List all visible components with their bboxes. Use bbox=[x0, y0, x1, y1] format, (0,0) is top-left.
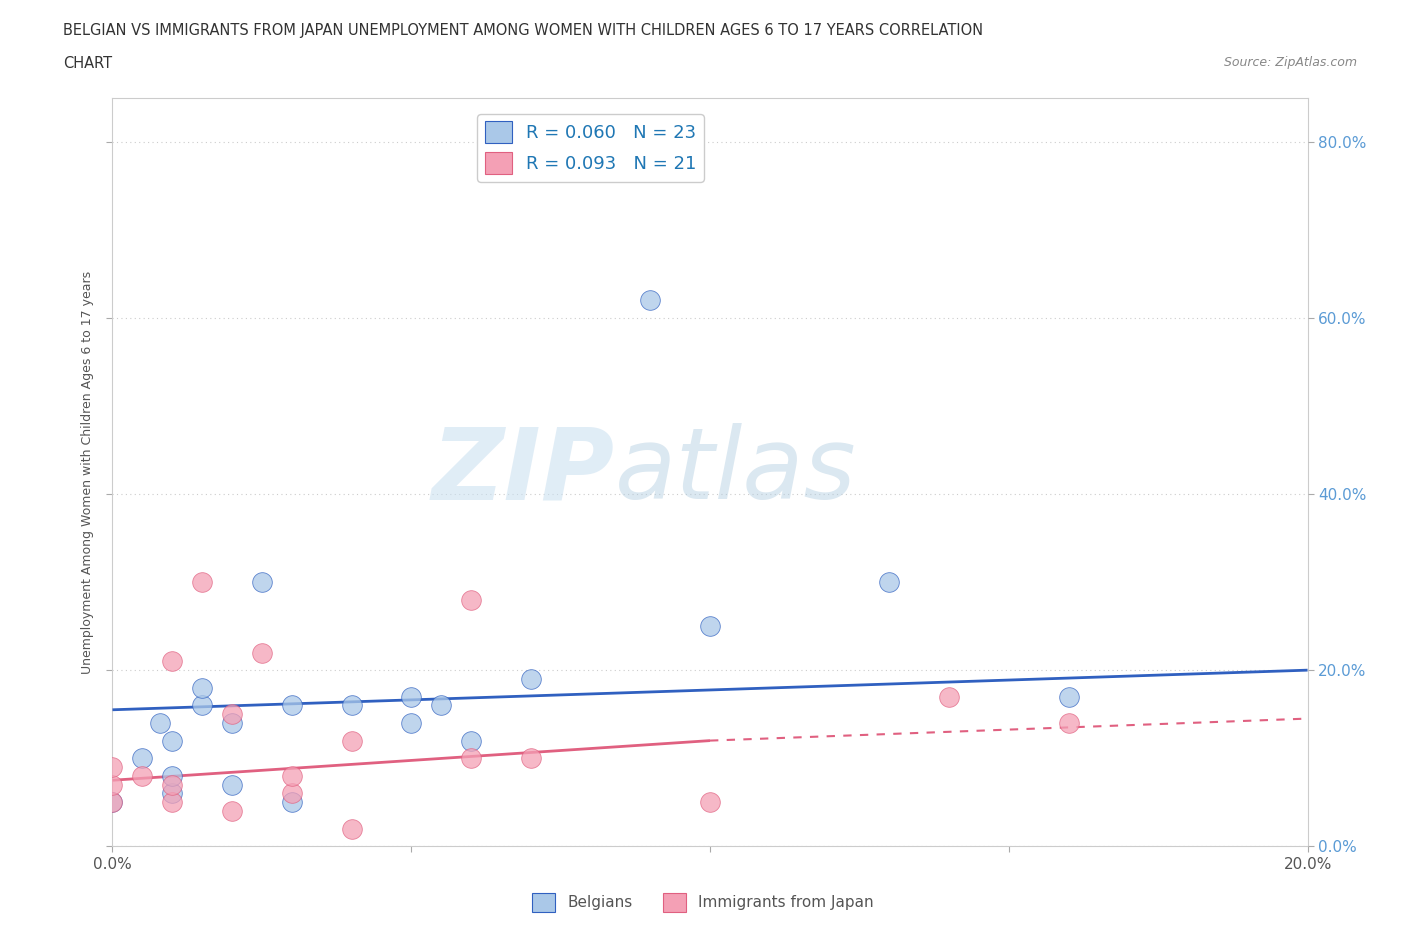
Point bbox=[281, 795, 304, 810]
Text: CHART: CHART bbox=[63, 56, 112, 71]
Point bbox=[460, 733, 482, 748]
Point bbox=[221, 707, 243, 722]
Point bbox=[162, 795, 183, 810]
Point bbox=[340, 733, 363, 748]
Point bbox=[221, 804, 243, 818]
Point bbox=[1057, 689, 1080, 704]
Point bbox=[162, 786, 183, 801]
Point bbox=[131, 751, 153, 765]
Legend: Belgians, Immigrants from Japan: Belgians, Immigrants from Japan bbox=[526, 887, 880, 918]
Point bbox=[520, 671, 543, 686]
Point bbox=[340, 698, 363, 712]
Point bbox=[101, 760, 124, 775]
Point bbox=[281, 786, 304, 801]
Point bbox=[191, 575, 214, 590]
Point bbox=[401, 689, 423, 704]
Point bbox=[879, 575, 901, 590]
Point bbox=[221, 777, 243, 792]
Point bbox=[460, 751, 482, 765]
Point bbox=[699, 618, 721, 633]
Text: BELGIAN VS IMMIGRANTS FROM JAPAN UNEMPLOYMENT AMONG WOMEN WITH CHILDREN AGES 6 T: BELGIAN VS IMMIGRANTS FROM JAPAN UNEMPLO… bbox=[63, 23, 983, 38]
Point bbox=[401, 715, 423, 730]
Point bbox=[281, 768, 304, 783]
Y-axis label: Unemployment Among Women with Children Ages 6 to 17 years: Unemployment Among Women with Children A… bbox=[80, 271, 94, 673]
Point bbox=[250, 645, 273, 660]
Text: Source: ZipAtlas.com: Source: ZipAtlas.com bbox=[1223, 56, 1357, 69]
Point bbox=[131, 768, 153, 783]
Point bbox=[640, 293, 662, 308]
Point bbox=[101, 795, 124, 810]
Point bbox=[699, 795, 721, 810]
Point bbox=[520, 751, 543, 765]
Point bbox=[191, 681, 214, 696]
Point bbox=[101, 777, 124, 792]
Point bbox=[250, 575, 273, 590]
Legend: R = 0.060   N = 23, R = 0.093   N = 21: R = 0.060 N = 23, R = 0.093 N = 21 bbox=[478, 114, 703, 181]
Point bbox=[1057, 715, 1080, 730]
Point bbox=[430, 698, 453, 712]
Point bbox=[101, 795, 124, 810]
Text: ZIP: ZIP bbox=[432, 423, 614, 521]
Point bbox=[340, 821, 363, 836]
Point bbox=[460, 592, 482, 607]
Point bbox=[938, 689, 960, 704]
Point bbox=[191, 698, 214, 712]
Point bbox=[281, 698, 304, 712]
Point bbox=[221, 715, 243, 730]
Point bbox=[149, 715, 172, 730]
Point bbox=[162, 654, 183, 669]
Point bbox=[162, 777, 183, 792]
Point bbox=[162, 733, 183, 748]
Text: atlas: atlas bbox=[614, 423, 856, 521]
Point bbox=[162, 768, 183, 783]
